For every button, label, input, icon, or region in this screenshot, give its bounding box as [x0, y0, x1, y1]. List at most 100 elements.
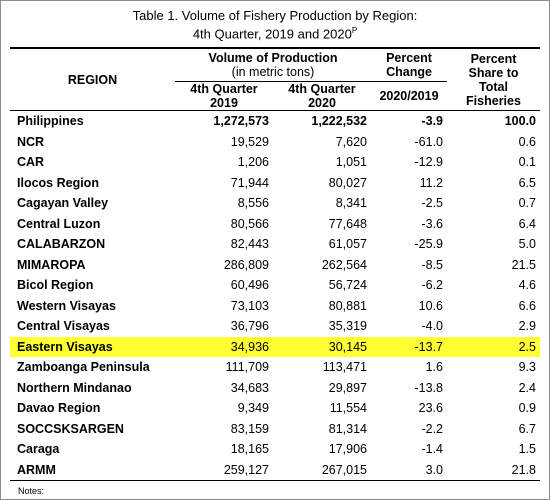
volume-2019-cell: 73,103: [230, 298, 269, 313]
table-row: NCR 19,529 7,620 -61.0 0.6: [10, 132, 540, 153]
table-row: Central Visayas 36,796 35,319 -4.0 2.9: [10, 316, 540, 337]
header-volume-title: Volume of Production: [208, 51, 338, 65]
table-row: Bicol Region 60,496 56,724 -6.2 4.6: [10, 275, 540, 296]
region-cell: Central Visayas: [17, 319, 110, 334]
volume-2019-cell: 9,349: [237, 401, 269, 416]
table-row: Cagayan Valley 8,556 8,341 -2.5 0.7: [10, 193, 540, 214]
percent-share-cell: 0.9: [518, 401, 536, 416]
preliminary-marker: P: [351, 26, 358, 35]
percent-share-cell: 21.5: [511, 257, 536, 272]
percent-change-cell: -3.9: [421, 114, 443, 129]
percent-change-cell: -1.4: [421, 442, 443, 457]
table-row: MIMAROPA 286,809 262,564 -8.5 21.5: [10, 255, 540, 276]
volume-2019-cell: 19,529: [230, 134, 269, 149]
region-cell: CAR: [17, 155, 45, 170]
percent-change-cell: -2.5: [421, 196, 443, 211]
table-row: CALABARZON 82,443 61,057 -25.9 5.0: [10, 234, 540, 255]
volume-2020-cell: 29,897: [328, 380, 367, 395]
table-row: CAR 1,206 1,051 -12.9 0.1: [10, 152, 540, 173]
header-q4-2020-line2: 2020: [308, 96, 336, 110]
region-cell: Davao Region: [17, 401, 101, 416]
percent-change-cell: 23.6: [418, 401, 443, 416]
table-row: Caraga 18,165 17,906 -1.4 1.5: [10, 439, 540, 460]
header-region: REGION: [10, 47, 175, 111]
volume-2020-cell: 30,145: [273, 336, 371, 357]
volume-2019-cell: 286,809: [223, 257, 269, 272]
table-row: Zamboanga Peninsula 111,709 113,471 1.6 9.3: [10, 357, 540, 378]
volume-2019-cell: 83,159: [230, 421, 269, 436]
percent-share-cell: 6.6: [518, 298, 536, 313]
percent-share-cell: 6.4: [518, 216, 536, 231]
percent-change-cell: -3.6: [421, 216, 443, 231]
title-line-2: 4th Quarter, 2019 and 2020P: [0, 23, 550, 41]
volume-2020-cell: 80,881: [328, 298, 367, 313]
title-line-2-text: 4th Quarter, 2019 and 2020: [192, 26, 352, 42]
percent-share-cell: 6.7: [518, 421, 536, 436]
volume-2020-cell: 8,341: [335, 196, 367, 211]
volume-2019-cell: 259,127: [223, 462, 269, 477]
percent-share-cell: 21.8: [511, 462, 536, 477]
header-q4-2019-line2: 2019: [210, 96, 238, 110]
region-cell: Caraga: [17, 442, 60, 457]
volume-2020-cell: 262,564: [321, 257, 367, 272]
volume-2020-cell: 80,027: [328, 175, 367, 190]
region-cell: Western Visayas: [17, 298, 116, 313]
percent-change-cell: -2.2: [421, 421, 443, 436]
table-row: SOCCSKSARGEN 83,159 81,314 -2.2 6.7: [10, 419, 540, 440]
region-cell: Central Luzon: [17, 216, 101, 231]
volume-2020-cell: 81,314: [328, 421, 367, 436]
table-title: Table 1. Volume of Fishery Production by…: [0, 8, 550, 41]
volume-2019-cell: 1,206: [237, 155, 269, 170]
region-cell: Cagayan Valley: [17, 196, 109, 211]
percent-change-cell: -8.5: [421, 257, 443, 272]
region-cell: CALABARZON: [17, 237, 106, 252]
percent-change-cell: -13.8: [414, 380, 444, 395]
percent-share-cell: 0.7: [518, 196, 536, 211]
volume-2020-cell: 56,724: [328, 278, 367, 293]
table-body: Philippines 1,272,573 1,222,532 -3.9 100.0 NC…: [10, 111, 540, 481]
notes-label: Notes:: [18, 486, 45, 496]
volume-2020-cell: 267,015: [321, 462, 367, 477]
percent-change-cell: -13.7: [371, 336, 447, 357]
percent-change-cell: -6.2: [421, 278, 443, 293]
header-share-line4: Fisheries: [466, 93, 521, 108]
header-percent-change: Percent Change: [371, 47, 447, 82]
percent-change-cell: 3.0: [425, 462, 443, 477]
volume-2019-cell: 8,556: [237, 196, 269, 211]
region-cell: Ilocos Region: [17, 175, 99, 190]
percent-share-cell: 4.6: [518, 278, 536, 293]
table-row: Western Visayas 73,103 80,881 10.6 6.6: [10, 296, 540, 317]
percent-share-cell: 5.0: [518, 237, 536, 252]
volume-2019-cell: 111,709: [225, 360, 269, 375]
header-q4-2019-line1: 4th Quarter: [190, 82, 258, 96]
volume-2020-cell: 1,222,532: [311, 114, 367, 129]
region-cell: NCR: [17, 134, 45, 149]
percent-change-cell: -61.0: [414, 134, 444, 149]
region-cell: ARMM: [17, 462, 56, 477]
volume-2019-cell: 34,936: [175, 336, 273, 357]
volume-2020-cell: 7,620: [335, 134, 367, 149]
percent-change-cell: -4.0: [421, 319, 443, 334]
percent-share-cell: 1.5: [518, 442, 536, 457]
volume-2019-cell: 80,566: [230, 216, 269, 231]
region-cell: Philippines: [17, 114, 84, 129]
region-cell: SOCCSKSARGEN: [17, 421, 124, 436]
percent-share-cell: 9.3: [518, 360, 536, 375]
table-row: Central Luzon 80,566 77,648 -3.6 6.4: [10, 214, 540, 235]
volume-2020-cell: 17,906: [328, 442, 367, 457]
header-q4-2020: 4th Quarter 2020: [273, 81, 371, 111]
volume-2019-cell: 71,944: [230, 175, 269, 190]
volume-2020-cell: 1,051: [335, 155, 367, 170]
header-volume-unit: (in metric tons): [231, 65, 315, 79]
volume-2020-cell: 11,554: [329, 401, 367, 416]
header-share-line2: Share to: [468, 65, 519, 80]
percent-share-cell: 2.5: [447, 336, 540, 357]
percent-change-cell: 11.2: [419, 175, 443, 190]
header-volume: Volume of Production (in metric tons): [175, 47, 371, 82]
table-row: Philippines 1,272,573 1,222,532 -3.9 100.0: [10, 111, 540, 132]
volume-2020-cell: 77,648: [328, 216, 367, 231]
header-q4-2020-line1: 4th Quarter: [288, 82, 356, 96]
table-header: REGION Volume of Production (in metric t…: [10, 47, 540, 111]
percent-share-cell: 100.0: [504, 114, 536, 129]
region-cell: Eastern Visayas: [10, 336, 175, 357]
